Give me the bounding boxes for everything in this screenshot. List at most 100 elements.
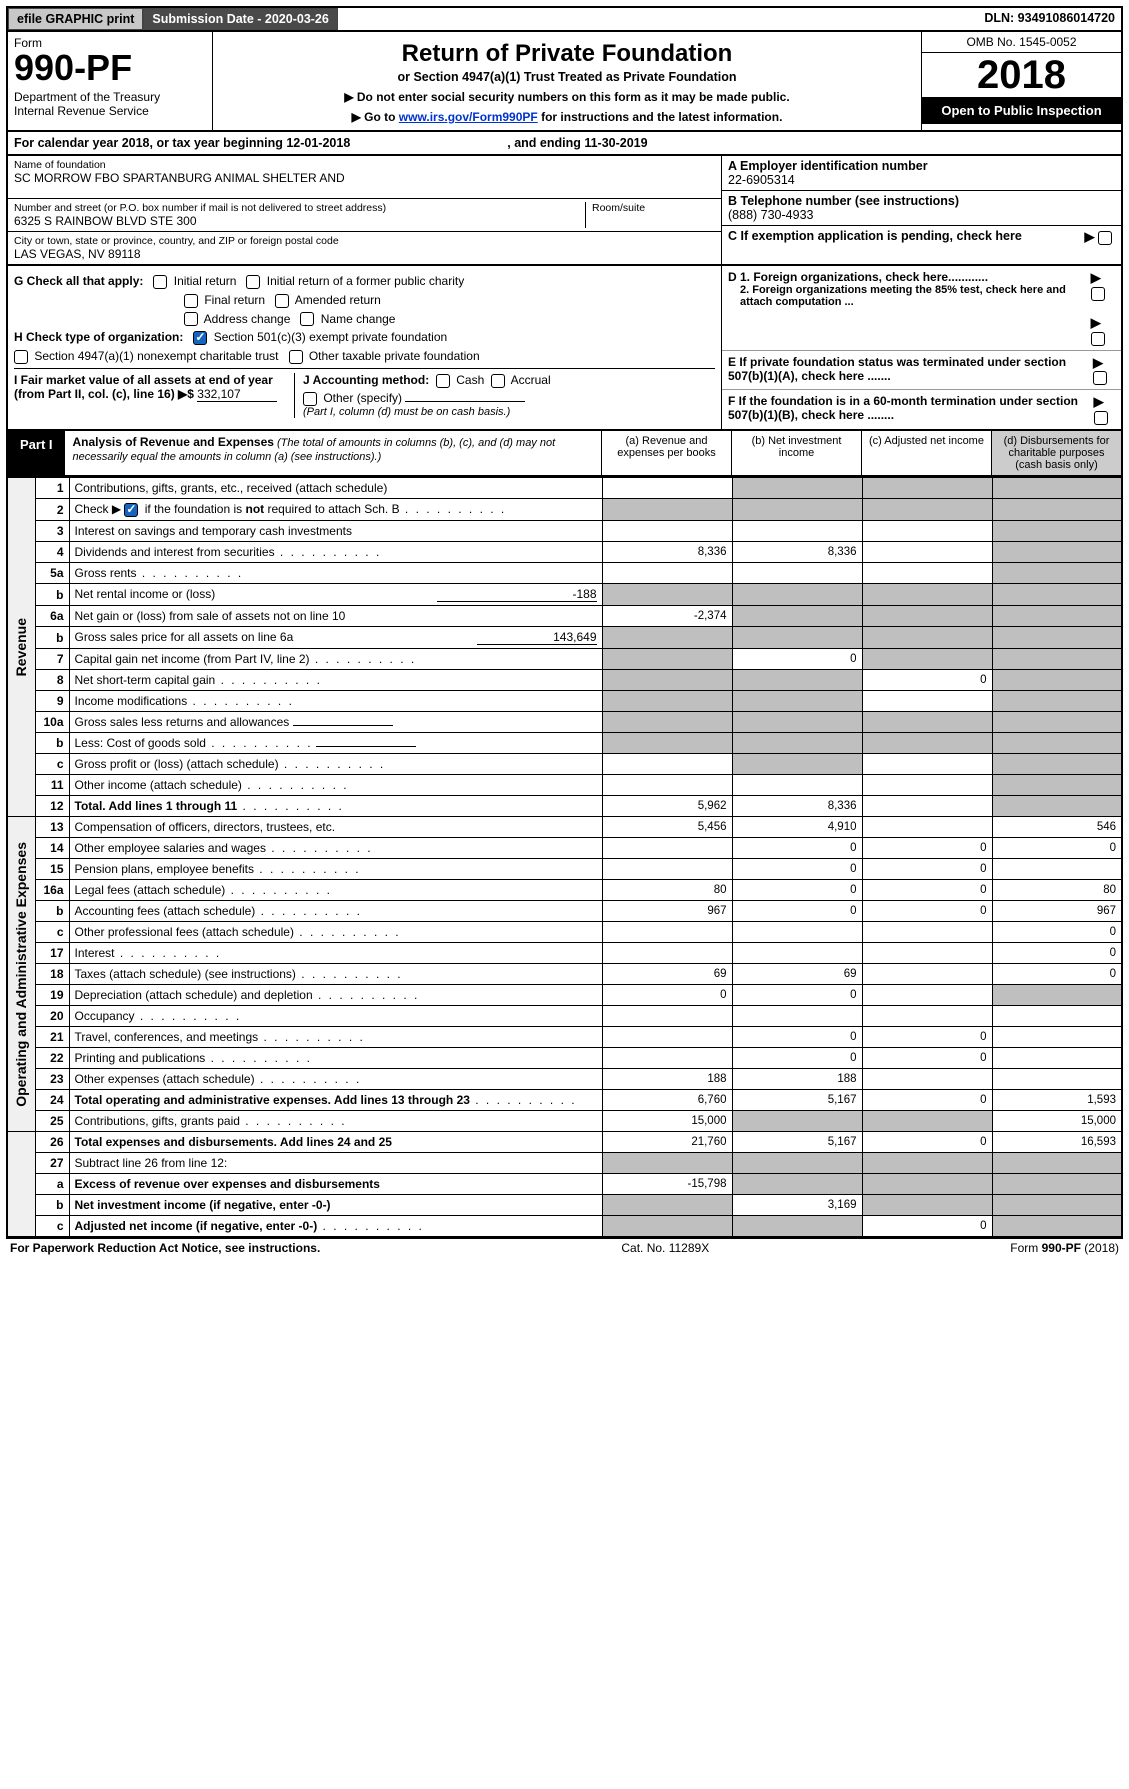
line-desc: Depreciation (attach schedule) and deple… [69,985,602,1006]
revenue-side-label: Revenue [13,618,29,676]
line-desc: Total operating and administrative expen… [69,1090,602,1111]
line-desc: Total expenses and disbursements. Add li… [69,1132,602,1153]
row-26: 26Total expenses and disbursements. Add … [7,1132,1122,1153]
line-num: 1 [35,478,69,499]
row-1: Revenue 1 Contributions, gifts, grants, … [7,478,1122,499]
efile-print-button[interactable]: efile GRAPHIC print [8,8,143,30]
line-desc: Contributions, gifts, grants paid [69,1111,602,1132]
row-5b: bNet rental income or (loss) -188 [7,584,1122,606]
city-value: LAS VEGAS, NV 89118 [14,247,715,261]
d2-checkbox[interactable] [1091,332,1105,346]
cal-begin: For calendar year 2018, or tax year begi… [14,136,350,150]
submission-date-button[interactable]: Submission Date - 2020-03-26 [143,8,337,30]
cal-end: , and ending 11-30-2019 [507,136,647,150]
cell-13b: 4,910 [732,817,862,838]
final-return-checkbox[interactable] [184,294,198,308]
form-title: Return of Private Foundation [223,40,911,68]
line-desc: Adjusted net income (if negative, enter … [69,1216,602,1238]
row-24: 24Total operating and administrative exp… [7,1090,1122,1111]
phone-row: B Telephone number (see instructions) (8… [722,191,1121,226]
j-label: J Accounting method: [303,373,429,387]
line-desc: Interest on savings and temporary cash i… [69,521,602,542]
row-9: 9Income modifications [7,691,1122,712]
foundation-name-row: Name of foundation SC MORROW FBO SPARTAN… [8,156,721,199]
line-desc: Gross rents [69,563,602,584]
identity-block: Name of foundation SC MORROW FBO SPARTAN… [6,156,1123,266]
foundation-name: SC MORROW FBO SPARTANBURG ANIMAL SHELTER… [14,171,715,185]
line-desc: Interest [69,943,602,964]
line-desc: Total. Add lines 1 through 11 [69,796,602,817]
line-desc: Printing and publications [69,1048,602,1069]
other-method-checkbox[interactable] [303,392,317,406]
part1-title: Analysis of Revenue and Expenses [73,435,274,449]
footer-left: For Paperwork Reduction Act Notice, see … [10,1241,320,1255]
line-desc: Check ▶ if the foundation is not require… [69,499,602,521]
omb-number: OMB No. 1545-0052 [922,32,1121,53]
row-16c: cOther professional fees (attach schedul… [7,922,1122,943]
e-checkbox[interactable] [1093,371,1107,385]
options-left: G Check all that apply: Initial return I… [8,266,721,429]
section-4947-label: Section 4947(a)(1) nonexempt charitable … [34,349,278,363]
exemption-pending-checkbox[interactable] [1098,231,1112,245]
row-6b: bGross sales price for all assets on lin… [7,627,1122,649]
final-return-label: Final return [204,293,265,307]
arrow-icon: ▶ [1094,394,1104,409]
page-footer: For Paperwork Reduction Act Notice, see … [6,1238,1123,1257]
address-change-label: Address change [204,312,291,326]
room-label: Room/suite [592,202,715,214]
ein-row: A Employer identification number 22-6905… [722,156,1121,191]
f-checkbox[interactable] [1094,411,1108,425]
section-4947-checkbox[interactable] [14,350,28,364]
row-3: 3Interest on savings and temporary cash … [7,521,1122,542]
col-a-header: (a) Revenue and expenses per books [601,431,731,475]
row-18: 18Taxes (attach schedule) (see instructi… [7,964,1122,985]
ij-row: I Fair market value of all assets at end… [14,368,715,418]
d1-checkbox[interactable] [1091,287,1105,301]
form-990pf-link[interactable]: www.irs.gov/Form990PF [399,110,538,124]
initial-former-checkbox[interactable] [246,275,260,289]
arrow-icon: ▶ [1091,315,1101,330]
foundation-name-label: Name of foundation [14,159,715,171]
row-14: 14Other employee salaries and wages000 [7,838,1122,859]
line-desc: Taxes (attach schedule) (see instruction… [69,964,602,985]
d1-row: D 1. Foreign organizations, check here..… [722,266,1121,350]
row-12: 12Total. Add lines 1 through 115,9628,33… [7,796,1122,817]
fmv-value: 332,107 [197,387,277,402]
row-27: 27Subtract line 26 from line 12: [7,1153,1122,1174]
section-501c3-checkbox[interactable] [193,331,207,345]
row-17: 17Interest0 [7,943,1122,964]
row-10c: cGross profit or (loss) (attach schedule… [7,754,1122,775]
line-desc: Excess of revenue over expenses and disb… [69,1174,602,1195]
address-change-checkbox[interactable] [184,312,198,326]
row-19: 19Depreciation (attach schedule) and dep… [7,985,1122,1006]
row-2: 2 Check ▶ if the foundation is not requi… [7,499,1122,521]
row-5a: 5aGross rents [7,563,1122,584]
row-27a: aExcess of revenue over expenses and dis… [7,1174,1122,1195]
arrow-icon: ▶ [1091,270,1101,285]
header-title-block: Return of Private Foundation or Section … [213,32,921,130]
f-label: F If the foundation is in a 60-month ter… [728,394,1078,422]
accrual-checkbox[interactable] [491,374,505,388]
part1-table: Revenue 1 Contributions, gifts, grants, … [6,477,1123,1238]
row-13: Operating and Administrative Expenses 13… [7,817,1122,838]
line-desc: Contributions, gifts, grants, etc., rece… [69,478,602,499]
top-bar: efile GRAPHIC print Submission Date - 20… [6,6,1123,32]
amended-return-checkbox[interactable] [275,294,289,308]
row-10a: 10aGross sales less returns and allowanc… [7,712,1122,733]
line-desc: Other employee salaries and wages [69,838,602,859]
initial-return-checkbox[interactable] [153,275,167,289]
line-desc: Accounting fees (attach schedule) [69,901,602,922]
other-taxable-checkbox[interactable] [289,350,303,364]
cash-checkbox[interactable] [436,374,450,388]
schb-not-required-checkbox[interactable] [124,503,138,517]
cell-12a: 5,962 [602,796,732,817]
line-desc: Travel, conferences, and meetings [69,1027,602,1048]
name-change-checkbox[interactable] [300,312,314,326]
ein-label: A Employer identification number [728,159,1115,173]
cell-4a: 8,336 [602,542,732,563]
cell-4b: 8,336 [732,542,862,563]
row-21: 21Travel, conferences, and meetings00 [7,1027,1122,1048]
line-desc: Other expenses (attach schedule) [69,1069,602,1090]
exemption-pending-label: C If exemption application is pending, c… [728,229,1022,243]
h-row: H Check type of organization: Section 50… [14,330,715,345]
